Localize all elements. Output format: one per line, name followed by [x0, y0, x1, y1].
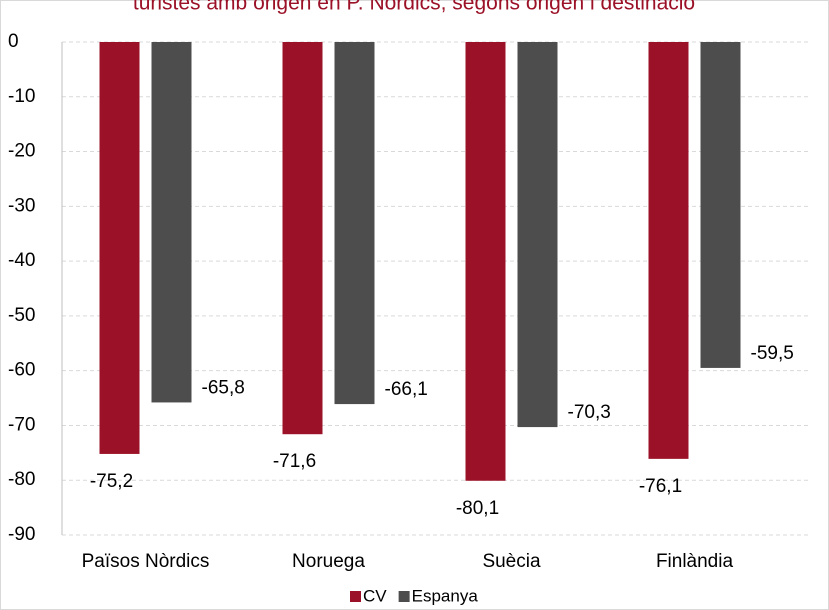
- data-label: -71,6: [273, 451, 316, 472]
- y-tick-label: -60: [8, 360, 35, 381]
- y-tick-label: -90: [8, 524, 35, 545]
- data-label: -76,1: [639, 476, 682, 497]
- x-tick-label: Suècia: [482, 551, 541, 572]
- legend-label: Espanya: [412, 586, 479, 605]
- y-tick-label: -80: [8, 469, 35, 490]
- bar: [517, 42, 558, 428]
- bar: [151, 42, 192, 403]
- y-tick-label: -20: [8, 141, 35, 162]
- bar: [99, 42, 140, 454]
- bar: [648, 42, 689, 459]
- data-label: -65,8: [202, 377, 245, 398]
- data-label: -66,1: [385, 379, 428, 400]
- y-tick-label: -40: [8, 250, 35, 271]
- data-label: -80,1: [456, 498, 499, 519]
- bar: [334, 42, 375, 405]
- legend-swatch: [398, 591, 410, 602]
- bar: [465, 42, 506, 481]
- legend-label: CV: [363, 586, 387, 605]
- data-label: -59,5: [751, 343, 794, 364]
- x-tick-label: Finlàndia: [656, 551, 734, 572]
- x-tick-label: Noruega: [292, 551, 365, 572]
- data-label: -75,2: [90, 471, 133, 492]
- bar: [282, 42, 323, 435]
- x-tick-label: Països Nòrdics: [82, 551, 210, 572]
- data-label: -70,3: [568, 402, 611, 423]
- y-tick-label: -30: [8, 195, 35, 216]
- bar: [700, 42, 741, 368]
- y-tick-label: -70: [8, 414, 35, 435]
- chart-title: turistes amb origen en P. Nòrdics, segon…: [133, 0, 695, 15]
- y-tick-label: -10: [8, 86, 35, 107]
- legend-swatch: [350, 591, 361, 602]
- y-tick-label: 0: [8, 31, 19, 52]
- y-tick-label: -50: [8, 305, 35, 326]
